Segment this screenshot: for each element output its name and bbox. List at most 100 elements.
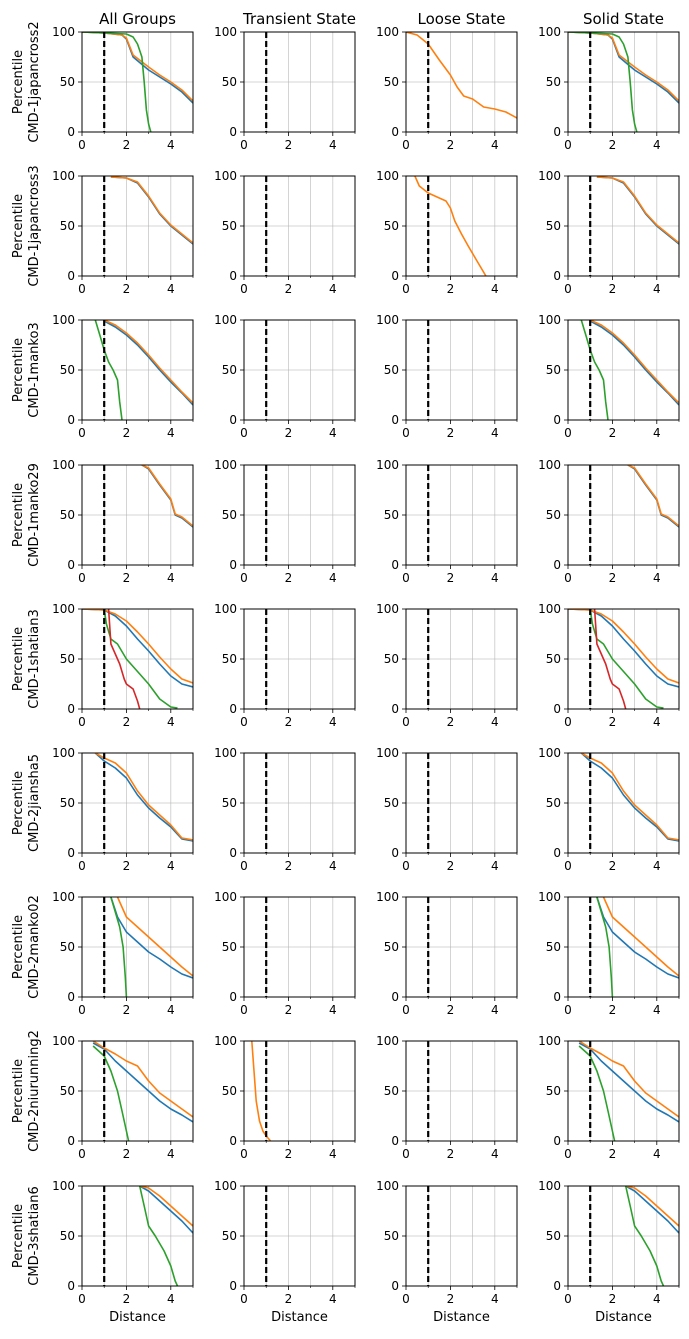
y-tick-label: 0 [553, 125, 561, 139]
subplot: 0 2 4 0 50 100 [214, 1034, 356, 1161]
y-tick-label: 50 [60, 219, 75, 233]
x-tick-label: 2 [609, 1292, 617, 1306]
y-tick-label: 0 [229, 125, 237, 139]
y-tick-label: 100 [376, 890, 399, 904]
y-tick-label: 0 [553, 1279, 561, 1293]
y-tick-label: 100 [52, 890, 75, 904]
subplot: 0 2 4 0 50 100 [538, 746, 680, 873]
ylabel-prefix: Percentile [11, 194, 26, 258]
x-tick-label: 0 [564, 571, 572, 585]
series-line-orange [406, 32, 517, 119]
series-line-red [107, 609, 141, 709]
x-tick-label: 0 [240, 282, 248, 296]
y-tick-label: 100 [538, 169, 561, 183]
x-tick-label: 2 [609, 1147, 617, 1161]
series-line-green [92, 1045, 130, 1141]
x-tick-label: 4 [491, 1147, 499, 1161]
x-tick-label: 4 [329, 1147, 337, 1161]
y-tick-label: 0 [553, 558, 561, 572]
series-line-orange [414, 176, 487, 276]
series-line-blue [141, 465, 193, 528]
x-tick-label: 0 [564, 138, 572, 152]
x-tick-label: 4 [167, 1292, 175, 1306]
y-tick-label: 0 [391, 558, 399, 572]
y-tick-label: 50 [222, 75, 237, 89]
y-tick-label: 0 [391, 1279, 399, 1293]
subplot: 0 2 4 0 50 100 [376, 1034, 518, 1161]
x-tick-label: 2 [609, 571, 617, 585]
y-tick-label: 0 [391, 413, 399, 427]
y-tick-label: 50 [384, 1229, 399, 1243]
subplot: 0 2 4 0 50 100 [52, 169, 194, 296]
y-tick-label: 50 [222, 796, 237, 810]
y-tick-label: 50 [546, 652, 561, 666]
x-tick-label: 4 [491, 1292, 499, 1306]
y-tick-label: 0 [229, 702, 237, 716]
y-tick-label: 50 [546, 1229, 561, 1243]
x-tick-label: 4 [491, 282, 499, 296]
series-line-blue [578, 1042, 679, 1123]
y-tick-label: 50 [222, 508, 237, 522]
y-tick-label: 0 [229, 846, 237, 860]
row-ylabel: Percentile CMD-2jiansha5 [11, 754, 42, 852]
y-tick-label: 100 [376, 313, 399, 327]
y-tick-label: 0 [67, 125, 75, 139]
x-tick-label: 4 [167, 571, 175, 585]
series-line-orange [82, 32, 193, 102]
x-tick-label: 0 [240, 426, 248, 440]
x-tick-label: 2 [285, 715, 293, 729]
x-axis-label: Distance [109, 1310, 166, 1325]
y-tick-label: 0 [553, 990, 561, 1004]
x-tick-label: 4 [653, 138, 661, 152]
series-line-blue [103, 320, 193, 406]
x-tick-label: 0 [564, 1292, 572, 1306]
y-tick-label: 50 [384, 363, 399, 377]
x-tick-label: 2 [285, 1292, 293, 1306]
series-line-orange [92, 1041, 193, 1118]
y-tick-label: 0 [67, 558, 75, 572]
y-tick-label: 50 [222, 652, 237, 666]
x-tick-label: 2 [123, 1292, 131, 1306]
x-tick-label: 0 [240, 1292, 248, 1306]
x-tick-label: 2 [123, 859, 131, 873]
x-tick-label: 0 [78, 571, 86, 585]
series-line-green [110, 897, 128, 997]
x-tick-label: 4 [329, 859, 337, 873]
y-tick-label: 0 [67, 702, 75, 716]
y-tick-label: 100 [376, 1034, 399, 1048]
y-tick-label: 100 [52, 1179, 75, 1193]
y-tick-label: 50 [546, 363, 561, 377]
subplot: 0 2 4 0 50 100 [376, 602, 518, 729]
subplot: 0 2 4 0 50 100 [52, 890, 194, 1017]
series-line-orange [568, 32, 679, 102]
subplot: 0 2 4 0 50 100 [52, 602, 194, 729]
ylabel-prefix: Percentile [11, 50, 26, 114]
x-axis-label: Distance [595, 1310, 652, 1325]
y-tick-label: 50 [222, 363, 237, 377]
row-label: CMD-1manko29 [27, 463, 42, 567]
y-tick-label: 100 [214, 1034, 237, 1048]
x-tick-label: 2 [609, 282, 617, 296]
subplot: 0 2 4 0 50 100 [214, 25, 356, 152]
series-line-orange [627, 465, 679, 527]
column-title: Loose State [418, 10, 506, 28]
x-tick-label: 4 [329, 571, 337, 585]
x-tick-label: 2 [609, 426, 617, 440]
ylabel-prefix: Percentile [11, 1059, 26, 1123]
subplot: 0 2 4 0 50 100 [538, 602, 680, 729]
y-tick-label: 0 [553, 1134, 561, 1148]
y-tick-label: 100 [214, 458, 237, 472]
row-ylabel: Percentile CMD-2niurunning2 [11, 1030, 42, 1152]
series-line-orange [580, 753, 679, 841]
series-line-blue [625, 1186, 679, 1234]
x-tick-label: 2 [447, 138, 455, 152]
subplot: 0 2 4 0 50 100 [538, 25, 680, 152]
y-tick-label: 50 [60, 652, 75, 666]
series-line-green [568, 32, 638, 132]
y-tick-label: 100 [538, 25, 561, 39]
series-line-orange [602, 897, 679, 977]
y-tick-label: 100 [52, 602, 75, 616]
y-tick-label: 0 [391, 702, 399, 716]
y-tick-label: 0 [229, 990, 237, 1004]
